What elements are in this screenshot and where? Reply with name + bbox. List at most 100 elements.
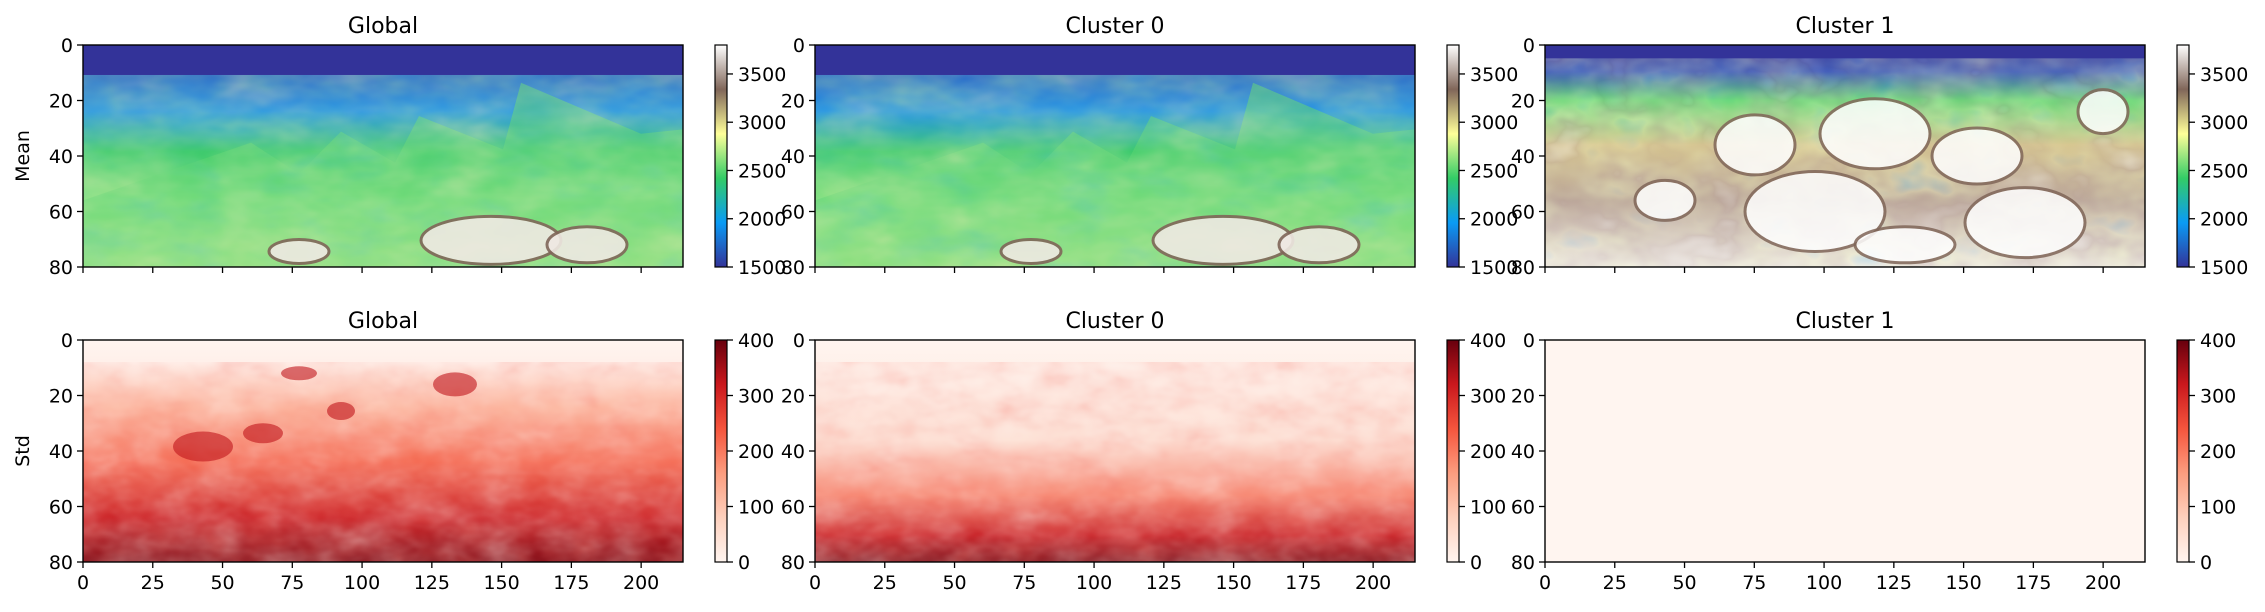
colorbar: 0 100 200 300 400	[2176, 330, 2236, 574]
colorbar-tick-label: 1500	[1470, 257, 1518, 279]
y-tick-label: 20	[49, 386, 73, 408]
y-tick-label: 80	[1511, 257, 1535, 279]
panel-title: Cluster 0	[1065, 14, 1164, 39]
x-tick-label: 150	[483, 572, 519, 594]
colorbar-tick-label: 200	[2200, 441, 2236, 463]
x-tick-label: 75	[1012, 572, 1036, 594]
y-tick-label: 40	[781, 441, 805, 463]
heatmap-image	[1545, 45, 2145, 267]
y-tick-label: 40	[1511, 146, 1535, 168]
y-tick-label: 60	[781, 497, 805, 519]
colorbar-tick-label: 3500	[2200, 64, 2248, 86]
colorbar: 1500 2000 2500 3000 3500	[2176, 44, 2248, 279]
panel-title: Cluster 1	[1795, 309, 1894, 334]
y-tick-label: 40	[1511, 441, 1535, 463]
colorbar-tick-label: 0	[2200, 552, 2212, 574]
y-tick-label: 0	[1523, 35, 1535, 57]
colorbar-tick-label: 2500	[1470, 160, 1518, 182]
panel-title: Global	[348, 309, 418, 334]
heatmap-image	[815, 340, 1415, 562]
x-tick-label: 0	[77, 572, 89, 594]
x-tick-label: 175	[553, 572, 589, 594]
colorbar-tick-label: 200	[1470, 441, 1506, 463]
x-tick-label: 200	[623, 572, 659, 594]
heatmap-image	[83, 340, 683, 562]
y-tick-label: 60	[49, 202, 73, 224]
x-tick-label: 175	[2015, 572, 2051, 594]
colorbar-tick-label: 3000	[738, 112, 786, 134]
colorbar-tick-label: 1500	[738, 257, 786, 279]
x-tick-label: 125	[414, 572, 450, 594]
x-tick-label: 175	[1285, 572, 1321, 594]
colorbar-tick-label: 300	[1470, 386, 1506, 408]
x-tick-label: 50	[942, 572, 966, 594]
y-tick-label: 0	[1523, 330, 1535, 352]
x-tick-label: 125	[1876, 572, 1912, 594]
colorbar-gradient	[714, 339, 728, 563]
x-tick-label: 50	[1672, 572, 1696, 594]
y-axis-label: Std	[12, 435, 34, 467]
colorbar: 0 100 200 300 400	[714, 330, 774, 574]
y-tick-label: 0	[61, 330, 73, 352]
y-tick-label: 60	[1511, 497, 1535, 519]
panel-1-2: Cluster 1 0 25 50 75 100 125 150 175 200 0 20 40 60 80…	[1511, 309, 2236, 594]
colorbar-gradient	[2176, 44, 2190, 268]
colorbar-gradient	[714, 44, 728, 268]
colorbar-tick-label: 400	[2200, 330, 2236, 352]
x-tick-label: 0	[1539, 572, 1551, 594]
y-tick-label: 20	[1511, 386, 1535, 408]
y-tick-label: 40	[49, 146, 73, 168]
y-tick-label: 0	[793, 330, 805, 352]
colorbar-tick-label: 400	[1470, 330, 1506, 352]
colorbar: 0 100 200 300 400	[1446, 330, 1506, 574]
x-tick-label: 0	[809, 572, 821, 594]
panel-1-1: Cluster 0 0 25 50 75 100 125 150 175 200 0 20 40 60 80…	[781, 309, 1506, 594]
panel-0-2: Cluster 1 0 20 40 60 80 1500 2000 2500 3000 3500	[1511, 14, 2249, 279]
colorbar-tick-label: 300	[738, 386, 774, 408]
colorbar-tick-label: 0	[738, 552, 750, 574]
colorbar-tick-label: 100	[2200, 497, 2236, 519]
heatmap-image	[83, 45, 683, 267]
x-tick-label: 75	[1742, 572, 1766, 594]
heatmap-image	[1545, 340, 2145, 562]
x-tick-label: 25	[873, 572, 897, 594]
colorbar-tick-label: 3500	[1470, 64, 1518, 86]
colorbar-gradient	[2176, 339, 2190, 563]
x-tick-label: 25	[141, 572, 165, 594]
x-tick-label: 200	[2085, 572, 2121, 594]
y-tick-label: 0	[793, 35, 805, 57]
colorbar-tick-label: 2000	[738, 209, 786, 231]
colorbar-gradient	[1446, 44, 1460, 268]
y-tick-label: 80	[1511, 552, 1535, 574]
colorbar: 1500 2000 2500 3000 3500	[714, 44, 786, 279]
x-tick-label: 200	[1355, 572, 1391, 594]
x-tick-label: 25	[1603, 572, 1627, 594]
y-tick-label: 20	[1511, 91, 1535, 113]
colorbar: 1500 2000 2500 3000 3500	[1446, 44, 1518, 279]
colorbar-tick-label: 100	[738, 497, 774, 519]
x-tick-label: 100	[1806, 572, 1842, 594]
y-tick-label: 0	[61, 35, 73, 57]
colorbar-gradient	[1446, 339, 1460, 563]
colorbar-tick-label: 2500	[738, 160, 786, 182]
colorbar-tick-label: 2000	[1470, 209, 1518, 231]
x-tick-label: 100	[1076, 572, 1112, 594]
x-tick-label: 50	[210, 572, 234, 594]
colorbar-tick-label: 3000	[1470, 112, 1518, 134]
colorbar-tick-label: 0	[1470, 552, 1482, 574]
colorbar-tick-label: 3000	[2200, 112, 2248, 134]
colorbar-tick-label: 100	[1470, 497, 1506, 519]
y-tick-label: 60	[781, 202, 805, 224]
colorbar-tick-label: 2000	[2200, 209, 2248, 231]
colorbar-tick-label: 200	[738, 441, 774, 463]
panel-title: Cluster 1	[1795, 14, 1894, 39]
y-tick-label: 20	[781, 91, 805, 113]
x-tick-label: 100	[344, 572, 380, 594]
x-tick-label: 125	[1146, 572, 1182, 594]
heatmap-image	[815, 45, 1415, 267]
y-tick-label: 40	[49, 441, 73, 463]
y-tick-label: 80	[49, 552, 73, 574]
panel-1-0: Global 0 25 50 75 100 125 150 175 200 0 20 40 60 80 Std…	[12, 309, 774, 594]
colorbar-tick-label: 400	[738, 330, 774, 352]
y-tick-label: 60	[1511, 202, 1535, 224]
